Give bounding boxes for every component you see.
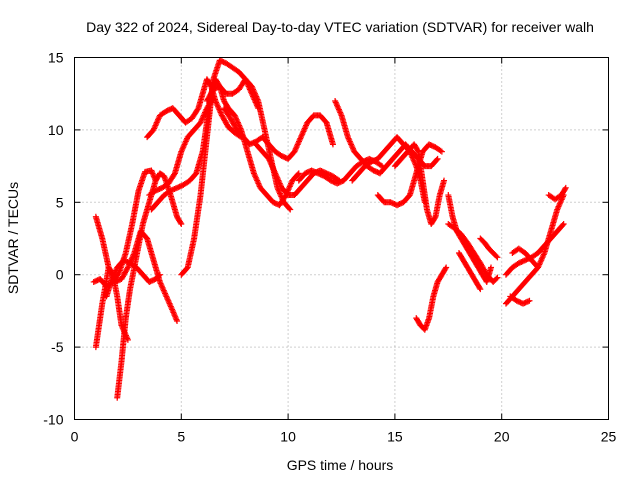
series-track-05 bbox=[103, 257, 163, 300]
series-track-20 bbox=[445, 221, 501, 285]
series-track-16 bbox=[374, 141, 445, 209]
data-point bbox=[155, 272, 162, 279]
data-point bbox=[441, 177, 448, 184]
data-point bbox=[431, 214, 438, 221]
data-point bbox=[494, 254, 501, 261]
data-point bbox=[286, 205, 293, 212]
series-track-22 bbox=[477, 235, 501, 261]
data-point bbox=[295, 170, 302, 177]
data-point bbox=[443, 264, 450, 271]
y-tick-label: -5 bbox=[51, 339, 64, 355]
data-point bbox=[534, 263, 541, 270]
x-tick-label: 10 bbox=[280, 429, 296, 445]
series-track-23 bbox=[502, 192, 567, 307]
data-point bbox=[194, 106, 201, 113]
y-axis-label: SDTVAR / TECUs bbox=[5, 182, 21, 294]
x-tick-label: 20 bbox=[494, 429, 510, 445]
series-track-21 bbox=[455, 249, 484, 293]
data-point bbox=[438, 148, 445, 155]
data-point bbox=[562, 184, 569, 191]
data-point bbox=[562, 186, 569, 193]
series-track-09 bbox=[178, 57, 262, 278]
data-point bbox=[559, 222, 566, 229]
data-point bbox=[494, 274, 501, 281]
data-point bbox=[329, 141, 336, 148]
data-point bbox=[434, 155, 441, 162]
data-point bbox=[535, 264, 542, 271]
y-tick-label: 5 bbox=[56, 194, 64, 210]
y-tick-label: 0 bbox=[56, 267, 64, 283]
series-track-14 bbox=[332, 97, 441, 177]
series-track-04 bbox=[114, 170, 185, 401]
data-point bbox=[414, 147, 421, 154]
data-point bbox=[433, 156, 440, 163]
data-point bbox=[476, 284, 483, 291]
series-track-27 bbox=[545, 184, 569, 203]
data-point bbox=[156, 271, 163, 278]
data-point bbox=[124, 265, 131, 272]
x-tick-label: 25 bbox=[601, 429, 617, 445]
data-point bbox=[294, 171, 301, 178]
series-track-12 bbox=[253, 141, 343, 199]
data-point bbox=[488, 264, 495, 271]
data-point bbox=[178, 221, 185, 228]
grid bbox=[74, 57, 609, 420]
y-tick-label: 15 bbox=[48, 50, 64, 66]
data-point bbox=[442, 265, 449, 272]
x-tick-label: 0 bbox=[71, 429, 79, 445]
series-track-07 bbox=[146, 95, 217, 199]
plot-frame bbox=[74, 57, 609, 420]
data-point bbox=[177, 219, 184, 226]
data-point bbox=[493, 253, 500, 260]
data-point bbox=[477, 286, 484, 293]
x-tick-label: 15 bbox=[387, 429, 403, 445]
data-point bbox=[560, 221, 567, 228]
data-point bbox=[287, 206, 294, 213]
series-track-17 bbox=[391, 141, 448, 228]
series-track-18 bbox=[413, 264, 450, 333]
x-tick-label: 5 bbox=[177, 429, 185, 445]
data-point bbox=[437, 147, 444, 154]
data-point bbox=[171, 171, 178, 178]
chart-title: Day 322 of 2024, Sidereal Day-to-day VTE… bbox=[86, 19, 594, 35]
y-tick-label: -10 bbox=[43, 412, 63, 428]
y-tick-label: 10 bbox=[48, 122, 64, 138]
series-track-25 bbox=[509, 245, 542, 271]
data-point bbox=[174, 318, 181, 325]
x-axis-label: GPS time / hours bbox=[287, 457, 394, 473]
series-track-11 bbox=[221, 105, 336, 162]
series-track-26 bbox=[507, 293, 533, 307]
data-point bbox=[377, 162, 384, 169]
data-point bbox=[526, 297, 533, 304]
data-point bbox=[493, 275, 500, 282]
data-points bbox=[90, 57, 569, 401]
